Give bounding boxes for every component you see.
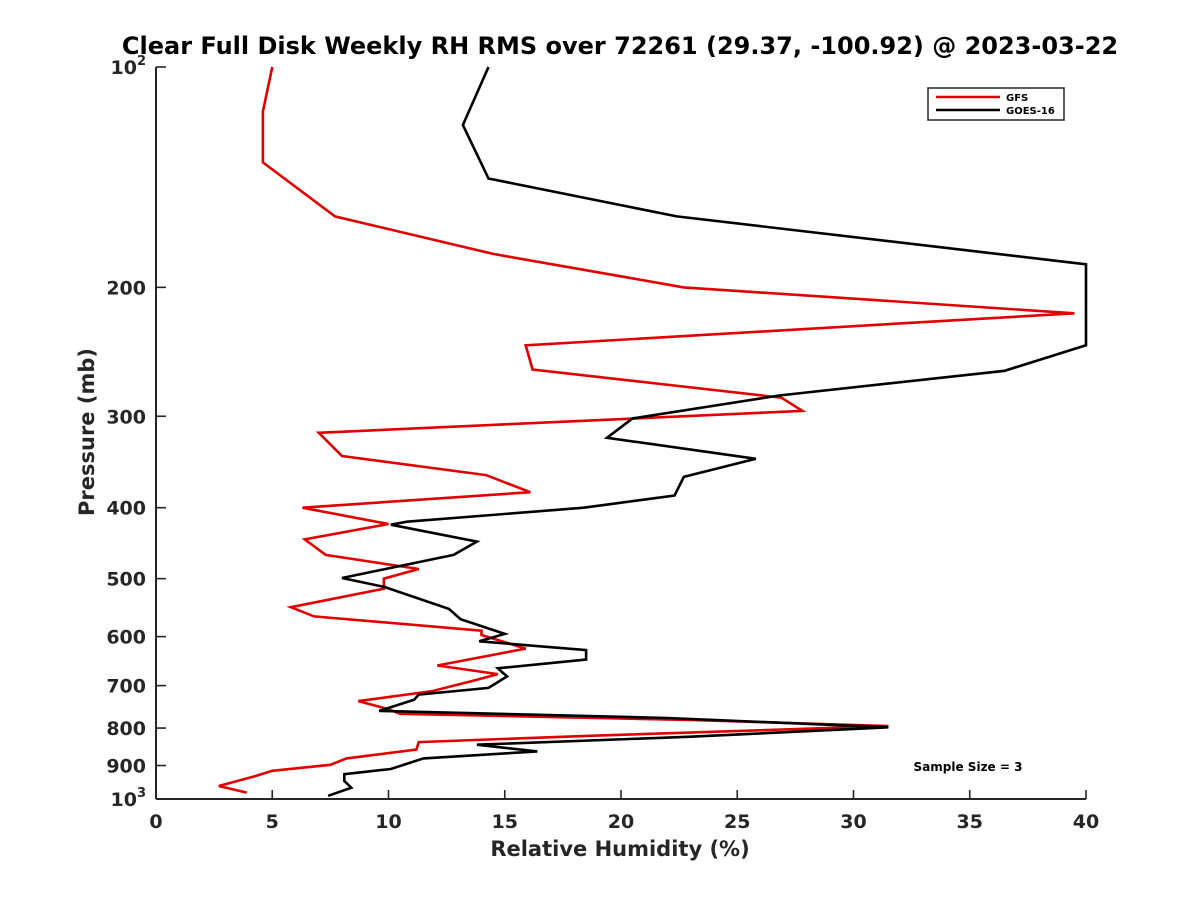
y-tick-label: 103: [111, 786, 147, 811]
y-tick-label: 300: [106, 406, 146, 428]
y-tick-label: 102: [111, 54, 147, 79]
x-tick-label: 10: [375, 811, 401, 833]
x-tick-label: 30: [840, 811, 866, 833]
x-tick-label: 5: [266, 811, 279, 833]
series-line-gfs: [218, 66, 1075, 794]
x-tick-label: 0: [149, 811, 162, 833]
x-axis-label: Relative Humidity (%): [490, 837, 749, 861]
y-axis-label: Pressure (mb): [75, 348, 99, 516]
legend-entry: GFS: [1006, 93, 1028, 104]
sample-size-annotation: Sample Size = 3: [914, 760, 1023, 774]
y-tick-label: 700: [106, 676, 146, 698]
y-tick-label: 900: [106, 756, 146, 778]
y-tick-label: 600: [106, 627, 146, 649]
y-tick-label: 200: [106, 277, 146, 299]
legend-box: [927, 87, 1065, 121]
plot-area: 0 5 10 15 20 25 30 35 40 102 200 300 400 500 600 700 800…: [106, 54, 1099, 833]
y-tick-label: 400: [106, 498, 146, 520]
legend-entry: GOES-16: [1006, 106, 1055, 117]
y-tick-label: 500: [106, 569, 146, 591]
series-line-goes-16: [327, 66, 1088, 798]
legend: GFS GOES-16: [927, 87, 1065, 121]
y-tick-label: 800: [106, 718, 146, 740]
x-tick-label: 35: [957, 811, 983, 833]
x-tick-label: 15: [492, 811, 518, 833]
x-tick-label: 25: [724, 811, 750, 833]
chart-title: Clear Full Disk Weekly RH RMS over 72261…: [122, 32, 1118, 60]
x-tick-label: 40: [1073, 811, 1099, 833]
x-tick-label: 20: [608, 811, 634, 833]
